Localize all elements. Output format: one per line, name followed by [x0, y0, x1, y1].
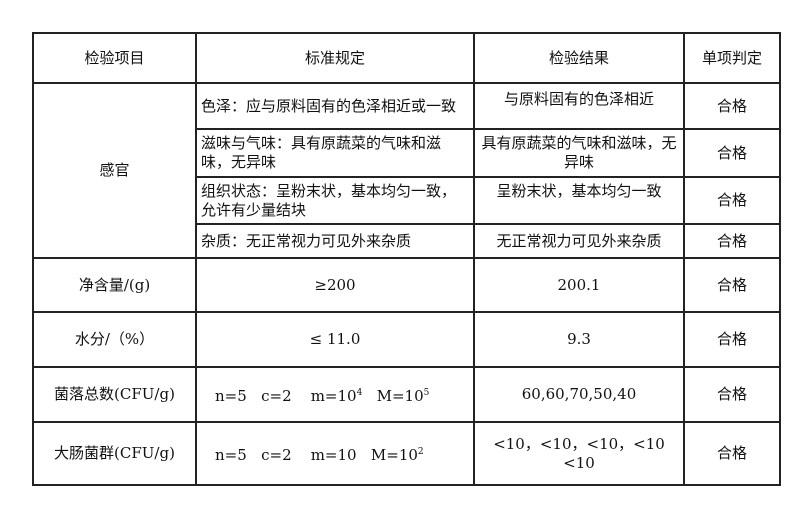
table-row: 感官 色泽：应与原料固有的色泽相近或一致 与原料固有的色泽相近 合格: [32, 82, 781, 259]
header-item: 检验项目: [32, 32, 197, 84]
verdict-cell: 合格: [683, 421, 781, 486]
verdict-cell: 合格: [683, 82, 781, 130]
limit-m: m=10: [310, 386, 357, 405]
standard-cell: 组织状态：呈粉末状，基本均匀一致，允许有少量结块: [195, 176, 475, 225]
sensory-label: 感官: [32, 82, 197, 259]
standard-cell: ≤ 11.0: [195, 311, 475, 368]
sampling-c: c=2: [261, 445, 292, 464]
sampling-n: n=5: [215, 445, 247, 464]
limit-M-exponent: 2: [417, 446, 424, 457]
result-cell: 与原料固有的色泽相近: [473, 82, 685, 130]
standard-cell: 杂质：无正常视力可见外来杂质: [195, 223, 475, 259]
sampling-n: n=5: [215, 386, 247, 405]
standard-cell: n=5 c=2 m=104 M=105: [195, 366, 475, 423]
result-cell: 呈粉末状，基本均匀一致: [473, 176, 685, 225]
standard-cell: 滋味与气味：具有原蔬菜的气味和滋味，无异味: [195, 128, 475, 178]
verdict-cell: 合格: [683, 176, 781, 225]
limit-M: M=10: [370, 445, 418, 464]
result-cell: 无正常视力可见外来杂质: [473, 223, 685, 259]
header-standard: 标准规定: [195, 32, 475, 84]
table-row: 滋味与气味：具有原蔬菜的气味和滋味，无异味 具有原蔬菜的气味和滋味，无异味 合格: [33, 128, 781, 178]
standard-cell: ≥200: [195, 257, 475, 313]
verdict-cell: 合格: [683, 223, 781, 259]
item-cell: 水分/（%）: [32, 311, 197, 368]
sampling-c: c=2: [261, 386, 292, 405]
table-row: 水分/（%） ≤ 11.0 9.3 合格: [32, 311, 781, 368]
table-row: 杂质：无正常视力可见外来杂质 无正常视力可见外来杂质 合格: [33, 223, 781, 259]
header-result: 检验结果: [473, 32, 685, 84]
result-cell: 具有原蔬菜的气味和滋味，无异味: [473, 128, 685, 178]
result-cell: 200.1: [473, 257, 685, 313]
verdict-cell: 合格: [683, 366, 781, 423]
item-cell: 净含量/(g): [32, 257, 197, 313]
table-row: 净含量/(g) ≥200 200.1 合格: [32, 257, 781, 313]
limit-M: M=10: [376, 386, 424, 405]
standard-cell: n=5 c=2 m=10 M=102: [195, 421, 475, 486]
limit-m: m=10: [310, 445, 357, 464]
limit-m-exponent: 4: [356, 387, 363, 398]
table-row: 菌落总数(CFU/g) n=5 c=2 m=104 M=105 60,60,70…: [32, 366, 781, 423]
standard-cell: 色泽：应与原料固有的色泽相近或一致: [195, 82, 475, 130]
result-cell: <10，<10，<10，<10 <10: [473, 421, 685, 486]
verdict-cell: 合格: [683, 257, 781, 313]
verdict-cell: 合格: [683, 128, 781, 178]
limit-M-exponent: 5: [423, 387, 430, 398]
item-cell: 大肠菌群(CFU/g): [32, 421, 197, 486]
table-row: 组织状态：呈粉末状，基本均匀一致，允许有少量结块 呈粉末状，基本均匀一致 合格: [33, 176, 781, 225]
item-cell: 菌落总数(CFU/g): [32, 366, 197, 423]
header-row: 检验项目 标准规定 检验结果 单项判定: [32, 32, 781, 84]
table-row: 大肠菌群(CFU/g) n=5 c=2 m=10 M=102 <10，<10，<…: [32, 421, 781, 486]
header-verdict: 单项判定: [683, 32, 781, 84]
result-cell: 9.3: [473, 311, 685, 368]
result-cell: 60,60,70,50,40: [473, 366, 685, 423]
verdict-cell: 合格: [683, 311, 781, 368]
inspection-table: 检验项目 标准规定 检验结果 单项判定 感官 色泽：应与原料固有的色泽相近或一致…: [32, 32, 781, 486]
